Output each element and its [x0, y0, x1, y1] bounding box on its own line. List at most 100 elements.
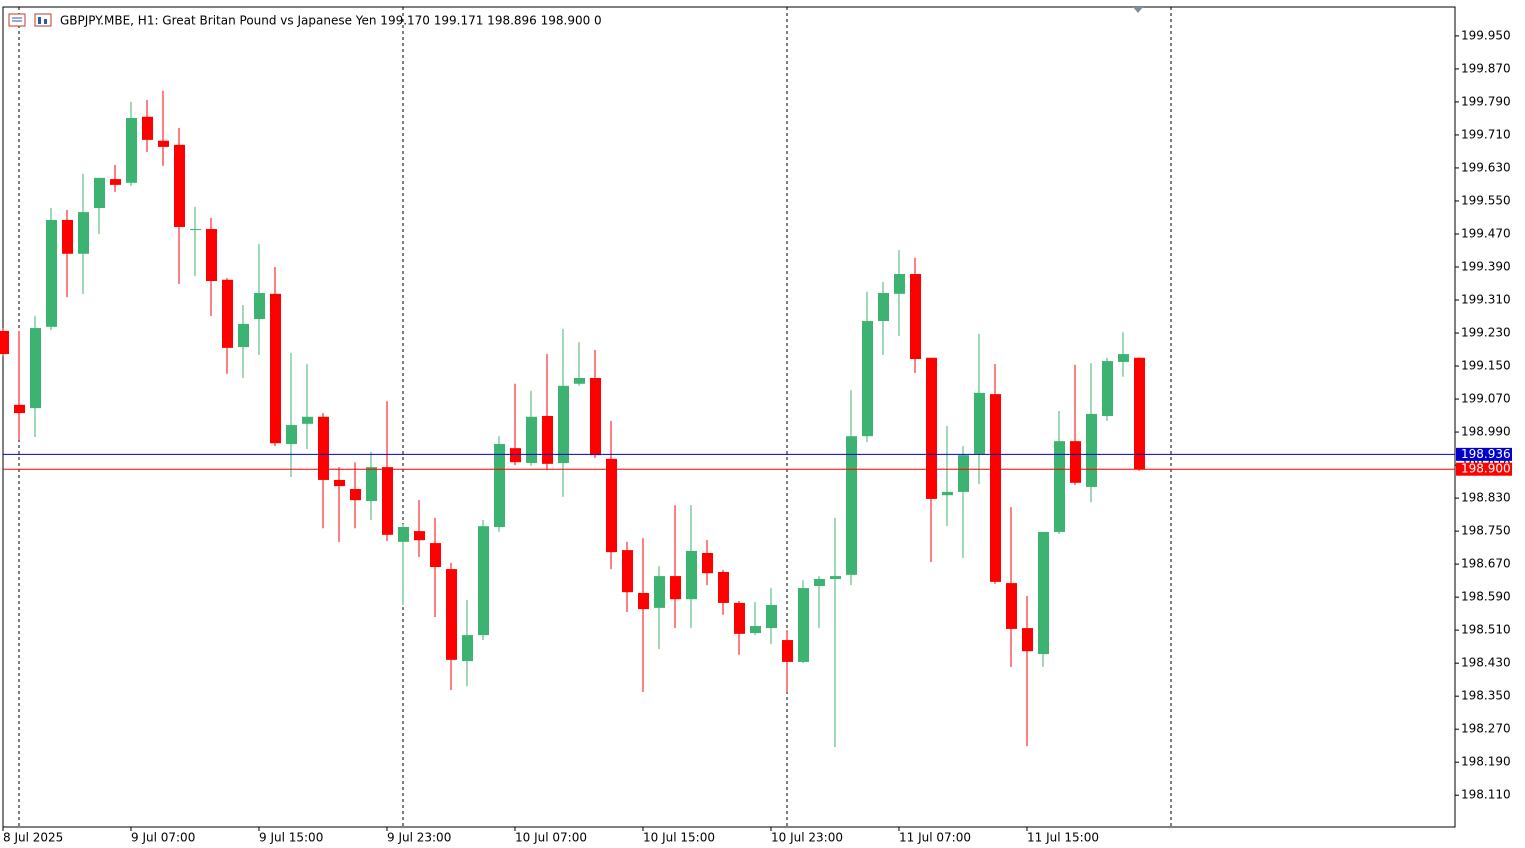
candle-body [1070, 441, 1081, 483]
candle [510, 383, 521, 466]
candle [30, 316, 41, 438]
candle [110, 165, 121, 192]
candle-body [0, 330, 9, 355]
candle [174, 127, 185, 284]
price-label-bg [1456, 462, 1512, 476]
candle [702, 540, 713, 586]
y-tick-label: 199.470 [1461, 226, 1511, 240]
candle [750, 602, 761, 636]
candle-body [270, 293, 281, 444]
candle-body [238, 323, 249, 348]
candle-body [734, 602, 745, 634]
candle-body [1118, 354, 1129, 362]
plot-area [2, 6, 1456, 828]
candle [350, 462, 361, 529]
candle-body [462, 635, 473, 662]
candle [206, 217, 217, 317]
candle-body [974, 392, 985, 454]
x-tick-label: 9 Jul 15:00 [259, 831, 323, 845]
candle-body [398, 526, 409, 542]
y-tick-label: 198.190 [1461, 755, 1511, 769]
candle-body [510, 448, 521, 463]
y-tick-label: 198.750 [1461, 524, 1511, 538]
candle [366, 451, 377, 520]
candle [878, 281, 889, 355]
y-tick-label: 198.510 [1461, 623, 1511, 637]
candle-body [830, 576, 841, 579]
candle-body [622, 550, 633, 593]
candle-body [222, 279, 233, 348]
candle [158, 90, 169, 166]
candle-body [494, 444, 505, 527]
y-tick-label: 198.990 [1461, 425, 1511, 439]
candle [942, 425, 953, 527]
y-tick-label: 198.590 [1461, 590, 1511, 604]
y-tick-label: 199.630 [1461, 160, 1511, 174]
candle [1134, 357, 1145, 471]
candle [974, 333, 985, 485]
candle [1118, 332, 1129, 377]
candle [414, 500, 425, 558]
candle-body [62, 219, 73, 254]
candle [382, 401, 393, 542]
icon [8, 13, 26, 27]
candle-body [1102, 361, 1113, 416]
candle [238, 304, 249, 379]
candle-body [814, 578, 825, 586]
candle-body [78, 212, 89, 254]
y-tick-label: 199.550 [1461, 193, 1511, 207]
candle-body [254, 292, 265, 319]
candle-body [654, 576, 665, 608]
candle [14, 330, 25, 440]
candle [542, 354, 553, 471]
x-tick-label: 10 Jul 07:00 [515, 831, 587, 845]
candle [270, 266, 281, 447]
candle [766, 588, 777, 645]
candle [446, 562, 457, 690]
candle [1022, 595, 1033, 747]
candle-body [1086, 413, 1097, 487]
candle-body [878, 292, 889, 322]
icon [34, 13, 52, 27]
candle-body [334, 479, 345, 487]
candle [622, 541, 633, 612]
y-tick-label: 199.390 [1461, 259, 1511, 273]
candle [334, 467, 345, 542]
candle [590, 349, 601, 459]
y-tick-label: 199.310 [1461, 293, 1511, 307]
candle-body [670, 576, 681, 600]
candle [734, 600, 745, 655]
x-tick-label: 11 Jul 07:00 [899, 831, 971, 845]
candle-body [414, 531, 425, 541]
candle-body [174, 144, 185, 227]
candle [126, 101, 137, 187]
candle [94, 177, 105, 234]
candle [782, 630, 793, 693]
candle [78, 173, 89, 294]
y-tick-label: 198.270 [1461, 722, 1511, 736]
candle-body [638, 593, 649, 610]
x-tick-label: 9 Jul 23:00 [387, 831, 451, 845]
candle [910, 257, 921, 374]
candle [814, 576, 825, 629]
y-tick-label: 198.430 [1461, 656, 1511, 670]
candle [638, 538, 649, 693]
candle-body [990, 394, 1001, 582]
candle-body [542, 415, 553, 464]
candle-body [30, 328, 41, 409]
candle [846, 389, 857, 586]
candle-body [446, 569, 457, 660]
candle-body [206, 229, 217, 282]
y-tick-label: 198.110 [1461, 788, 1511, 802]
candle [670, 505, 681, 629]
candle [62, 210, 73, 298]
x-tick-label: 10 Jul 23:00 [771, 831, 843, 845]
candle [862, 291, 873, 442]
candle-body [302, 416, 313, 424]
candle-body [430, 543, 441, 568]
candle-body [526, 416, 537, 464]
x-tick-label: 8 Jul 2025 [3, 831, 63, 845]
candle-body [702, 552, 713, 574]
price-label: 198.900 [1461, 462, 1511, 476]
